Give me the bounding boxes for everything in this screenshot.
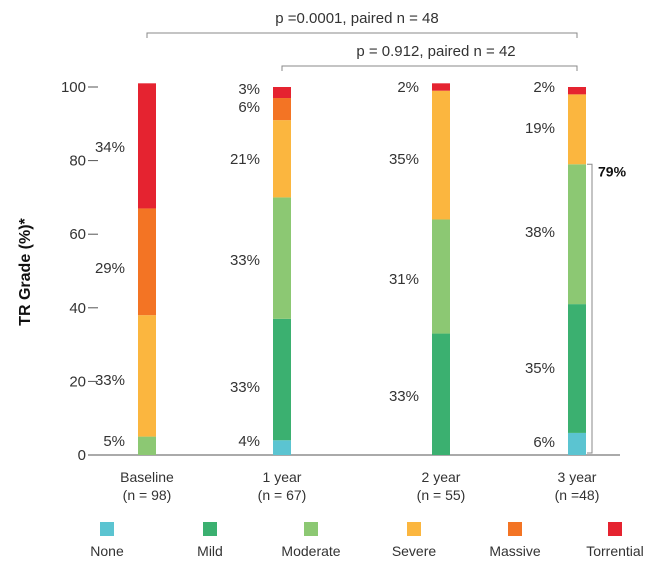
bar-segment-torrential bbox=[432, 83, 450, 91]
data-label: 21% bbox=[230, 151, 260, 168]
comparison-bracket-line bbox=[281, 65, 578, 71]
bar-segment-mild bbox=[568, 304, 586, 433]
bar-segment-massive bbox=[138, 208, 156, 316]
y-axis-label: TR Grade (%)* bbox=[17, 217, 34, 325]
bar-segment-none bbox=[568, 432, 586, 455]
legend-label: Mild bbox=[197, 543, 223, 559]
x-category-n: (n =48) bbox=[555, 487, 600, 503]
bar-segment-moderate bbox=[568, 164, 586, 305]
bar-segment-moderate bbox=[138, 436, 156, 455]
bar-segment-massive bbox=[273, 98, 291, 121]
y-tick-label: 60 bbox=[69, 226, 86, 243]
y-tick-label: 20 bbox=[69, 373, 86, 390]
data-label: 33% bbox=[389, 388, 419, 405]
x-category-n: (n = 55) bbox=[417, 487, 466, 503]
legend: None Mild Moderate Severe Massive Torrential bbox=[90, 522, 644, 559]
data-label: 4% bbox=[238, 433, 260, 450]
data-label: 6% bbox=[533, 434, 555, 451]
data-label: 6% bbox=[238, 99, 260, 116]
bar-segment-torrential bbox=[273, 87, 291, 99]
data-label: 29% bbox=[95, 260, 125, 277]
legend-swatch-none bbox=[100, 522, 114, 536]
data-label: 2% bbox=[397, 79, 419, 96]
data-label: 31% bbox=[389, 271, 419, 288]
comparison-bracket-line bbox=[146, 32, 578, 38]
summary-bracket: 79% bbox=[587, 163, 627, 454]
legend-swatch-massive bbox=[508, 522, 522, 536]
legend-swatch-moderate bbox=[304, 522, 318, 536]
summary-label: 79% bbox=[598, 163, 627, 179]
comparison-brackets: p =0.0001, paired n = 48 p = 0.912, paire… bbox=[146, 10, 578, 71]
legend-label: Severe bbox=[392, 543, 437, 559]
bar-segment-mild bbox=[432, 333, 450, 455]
data-label: 38% bbox=[525, 224, 555, 241]
data-label: 35% bbox=[389, 151, 419, 168]
legend-swatch-mild bbox=[203, 522, 217, 536]
data-label: 2% bbox=[533, 79, 555, 96]
bar-segment-moderate bbox=[432, 219, 450, 334]
legend-label: Moderate bbox=[281, 543, 340, 559]
bar-segment-moderate bbox=[273, 197, 291, 319]
data-label: 35% bbox=[525, 360, 555, 377]
legend-label: Torrential bbox=[586, 543, 644, 559]
bar-segment-torrential bbox=[568, 87, 586, 95]
x-category-label: 1 year bbox=[263, 469, 302, 485]
bar-segment-severe bbox=[138, 315, 156, 437]
bar-segment-torrential bbox=[138, 83, 156, 209]
x-category-label: Baseline bbox=[120, 469, 174, 485]
bar-segment-none bbox=[273, 440, 291, 455]
x-category-label: 2 year bbox=[422, 469, 461, 485]
data-label: 33% bbox=[230, 379, 260, 396]
summary-bracket-line bbox=[587, 163, 593, 454]
comparison-label: p = 0.912, paired n = 42 bbox=[356, 43, 515, 60]
y-axis: 0 20 40 60 80 100 bbox=[61, 79, 620, 464]
bar-labels: 5%33%29%34%4%33%33%21%6%3%33%31%35%2%6%3… bbox=[95, 79, 555, 451]
legend-swatch-torrential bbox=[608, 522, 622, 536]
data-label: 34% bbox=[95, 139, 125, 156]
bar-segment-mild bbox=[273, 318, 291, 441]
data-label: 5% bbox=[103, 433, 125, 450]
data-label: 33% bbox=[230, 252, 260, 269]
comparison-label: p =0.0001, paired n = 48 bbox=[275, 10, 438, 27]
legend-swatch-severe bbox=[407, 522, 421, 536]
legend-label: Massive bbox=[489, 543, 541, 559]
y-tick-label: 0 bbox=[78, 447, 86, 464]
bar-segment-severe bbox=[432, 90, 450, 220]
bars bbox=[138, 83, 586, 455]
data-label: 3% bbox=[238, 81, 260, 98]
y-tick-label: 40 bbox=[69, 300, 86, 317]
y-tick-label: 100 bbox=[61, 79, 86, 96]
y-tick-label: 80 bbox=[69, 153, 86, 170]
bar-segment-severe bbox=[273, 120, 291, 198]
x-category-n: (n = 98) bbox=[123, 487, 172, 503]
x-category-label: 3 year bbox=[558, 469, 597, 485]
x-category-n: (n = 67) bbox=[258, 487, 307, 503]
x-axis-categories: Baseline (n = 98) 1 year (n = 67) 2 year (n =… bbox=[120, 469, 599, 503]
data-label: 33% bbox=[95, 372, 125, 389]
bar-segment-severe bbox=[568, 94, 586, 165]
legend-label: None bbox=[90, 543, 124, 559]
data-label: 19% bbox=[525, 120, 555, 137]
